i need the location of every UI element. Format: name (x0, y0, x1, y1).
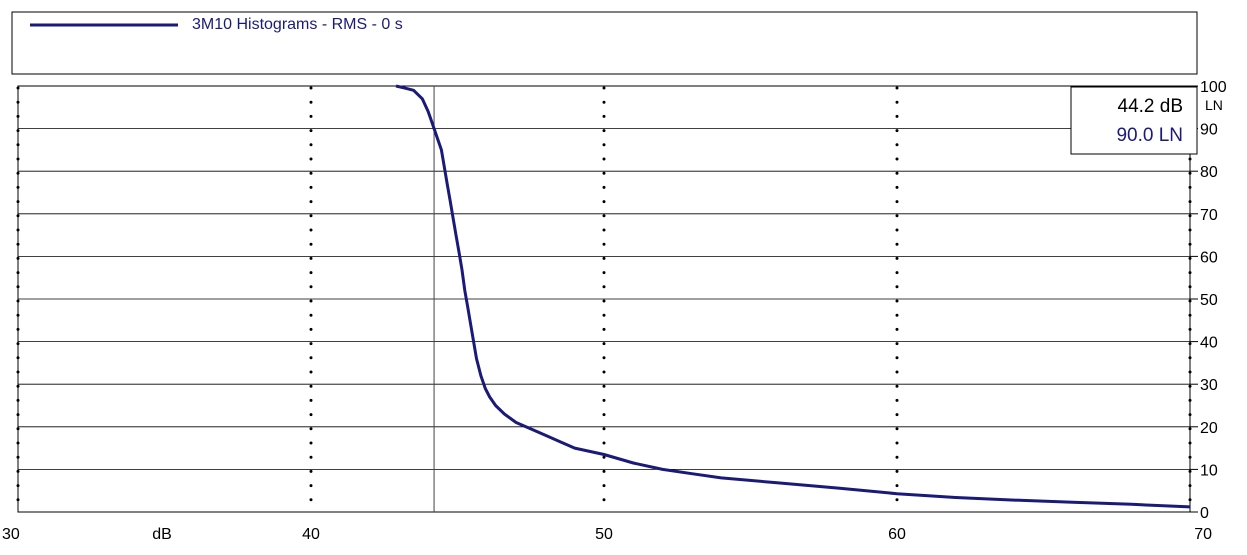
y-tick-label: 60 (1200, 249, 1218, 266)
y-tick-label: 40 (1200, 335, 1218, 352)
y-tick-label: 90 (1200, 122, 1218, 139)
legend-box (11, 11, 1198, 75)
readout-x-value: 44.2 dB (1118, 96, 1184, 117)
legend: 3M10 Histograms - RMS - 0 s (11, 11, 1198, 75)
readout-box (1070, 86, 1198, 155)
y-tick-label: 10 (1200, 462, 1218, 479)
y-tick-label: 70 (1200, 207, 1218, 224)
x-tick-label: 50 (595, 526, 613, 543)
series-line (395, 84, 1191, 509)
legend-label: 3M10 Histograms - RMS - 0 s (192, 16, 403, 33)
readout-y-value: 90.0 LN (1116, 125, 1183, 146)
plot-area: 0 10 20 30 40 50 60 70 80 90 100 30 40 50 60 70 dB LN (2, 79, 1227, 543)
y-tick-label: 50 (1200, 292, 1218, 309)
y-tick-label: 80 (1200, 164, 1218, 181)
y-axis-label: LN (1205, 97, 1223, 113)
x-tick-label: 70 (1194, 526, 1212, 543)
x-axis-label: dB (152, 526, 172, 543)
x-tick-label: 60 (888, 526, 906, 543)
y-tick-label: 30 (1200, 377, 1218, 394)
y-tick-label: 20 (1200, 420, 1218, 437)
y-tick-label: 0 (1200, 505, 1209, 522)
x-tick-label: 30 (2, 526, 20, 543)
x-tick-label: 40 (302, 526, 320, 543)
y-tick-label: 100 (1200, 79, 1227, 96)
cursor-readout: 44.2 dB 90.0 LN (1070, 86, 1198, 155)
